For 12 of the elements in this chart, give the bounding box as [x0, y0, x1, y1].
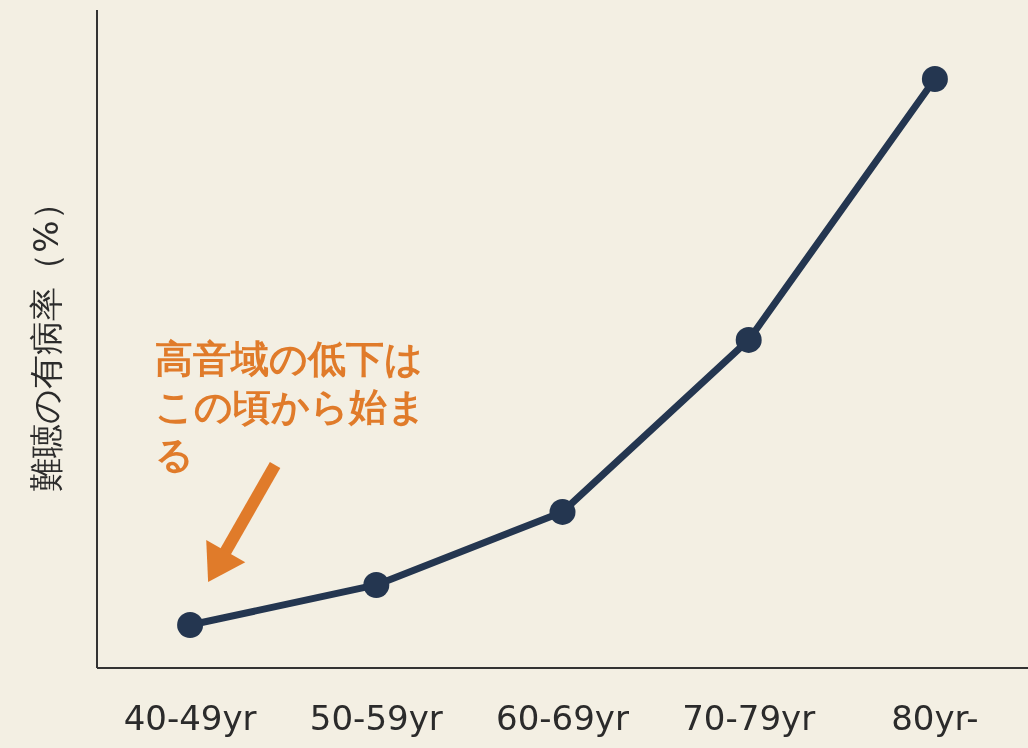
- point: [549, 498, 576, 525]
- y-axis-title: 難聴の有病率（%）: [26, 186, 66, 492]
- point: [921, 66, 948, 92]
- point: [177, 612, 204, 638]
- point: [735, 326, 762, 353]
- x-tick-label: 80yr-: [891, 698, 979, 738]
- x-tick-label: 70-79yr: [682, 698, 816, 738]
- x-tick-label: 50-59yr: [309, 698, 443, 738]
- point: [363, 571, 390, 598]
- x-tick-label: 40-49yr: [123, 698, 257, 738]
- annotation: 高音域の低下はこの頃から始まる: [155, 337, 426, 477]
- x-tick-label: 60-69yr: [496, 698, 629, 738]
